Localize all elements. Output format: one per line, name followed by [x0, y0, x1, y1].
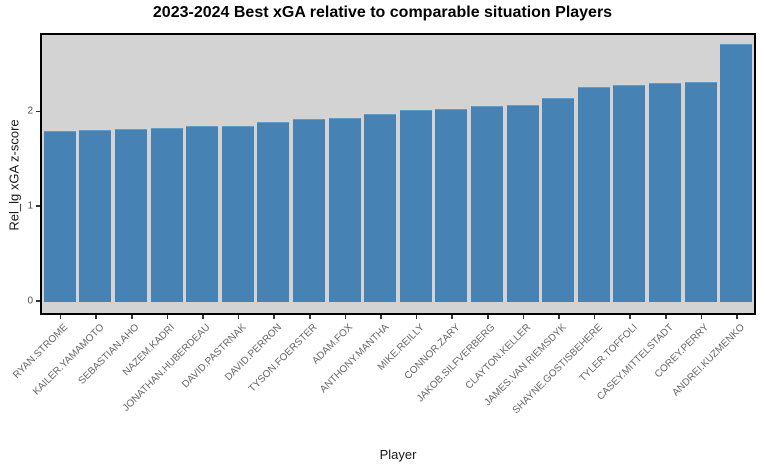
- x-tick-mark: [451, 315, 453, 319]
- bar-connor-zary: [435, 109, 468, 302]
- x-tick-label: CLAYTON.KELLER: [463, 322, 534, 392]
- x-tick-label: DAVID.PASTRNAK: [180, 322, 249, 391]
- bar-anthony-mantha: [364, 113, 397, 302]
- y-tick-label: 2: [27, 105, 33, 117]
- x-tick-mark: [558, 315, 560, 319]
- x-tick-mark: [487, 315, 489, 319]
- y-tick-mark: [36, 300, 40, 302]
- bar-casey-mittelstadt: [649, 83, 681, 302]
- bar-ryan-strome: [43, 130, 76, 302]
- x-tick-mark: [700, 315, 703, 319]
- x-tick-mark: [309, 315, 311, 319]
- bar-james-van-riemsdyk: [542, 97, 575, 302]
- x-tick-mark: [665, 315, 667, 319]
- x-tick-mark: [166, 315, 169, 319]
- x-tick-label: ANDREI.KUZMENKO: [670, 322, 747, 399]
- x-tick-mark: [273, 315, 275, 319]
- bar-david-perron: [257, 122, 290, 302]
- y-tick-label: 1: [27, 200, 33, 212]
- bar-sebastian-aho: [115, 129, 147, 302]
- x-tick-label: ANTHONY.MANTHA: [317, 322, 391, 396]
- x-tick-label: SEBASTIAN.AHO: [77, 322, 142, 387]
- x-tick-mark: [95, 315, 97, 319]
- x-tick-mark: [593, 315, 596, 319]
- x-tick-mark: [131, 315, 133, 319]
- x-tick-mark: [736, 315, 738, 319]
- y-tick-label: 0: [27, 295, 33, 307]
- x-tick-mark: [344, 315, 347, 319]
- x-tick-mark: [202, 315, 204, 319]
- bar-tyson-foerster: [293, 118, 325, 302]
- y-axis-title: Rel_lg xGA z-score: [6, 119, 22, 231]
- chart-title: 2023-2024 Best xGA relative to comparabl…: [152, 4, 613, 21]
- x-tick-mark: [59, 315, 62, 319]
- bar-tyler-toffoli: [613, 85, 646, 302]
- x-tick-mark: [415, 315, 418, 319]
- bar-clayton-keller: [506, 105, 539, 302]
- x-tick-mark: [237, 315, 240, 319]
- x-tick-mark: [629, 315, 631, 319]
- bar-kailer-yamamoto: [79, 129, 112, 302]
- bar-david-pastrnak: [221, 126, 254, 302]
- x-tick-label: TYSON.FOERSTER: [247, 322, 320, 395]
- x-tick-mark: [380, 315, 382, 319]
- bar-adam-fox: [328, 117, 361, 302]
- plot-panel: [40, 33, 756, 315]
- x-tick-mark: [522, 315, 525, 319]
- bar-nazem-kadri: [150, 128, 183, 302]
- bar-andrei-kuzmenko: [720, 43, 753, 302]
- x-axis-title: Player: [379, 447, 417, 462]
- y-tick-mark: [36, 110, 40, 112]
- bar-jonathan-huberdeau: [186, 126, 219, 302]
- bar-mike-reilly: [399, 110, 432, 302]
- y-tick-mark: [36, 205, 40, 207]
- bar-corey-perry: [684, 81, 717, 302]
- bar-shayne-gostisbehere: [577, 87, 610, 302]
- bar-jakob-silfverberg: [471, 106, 503, 302]
